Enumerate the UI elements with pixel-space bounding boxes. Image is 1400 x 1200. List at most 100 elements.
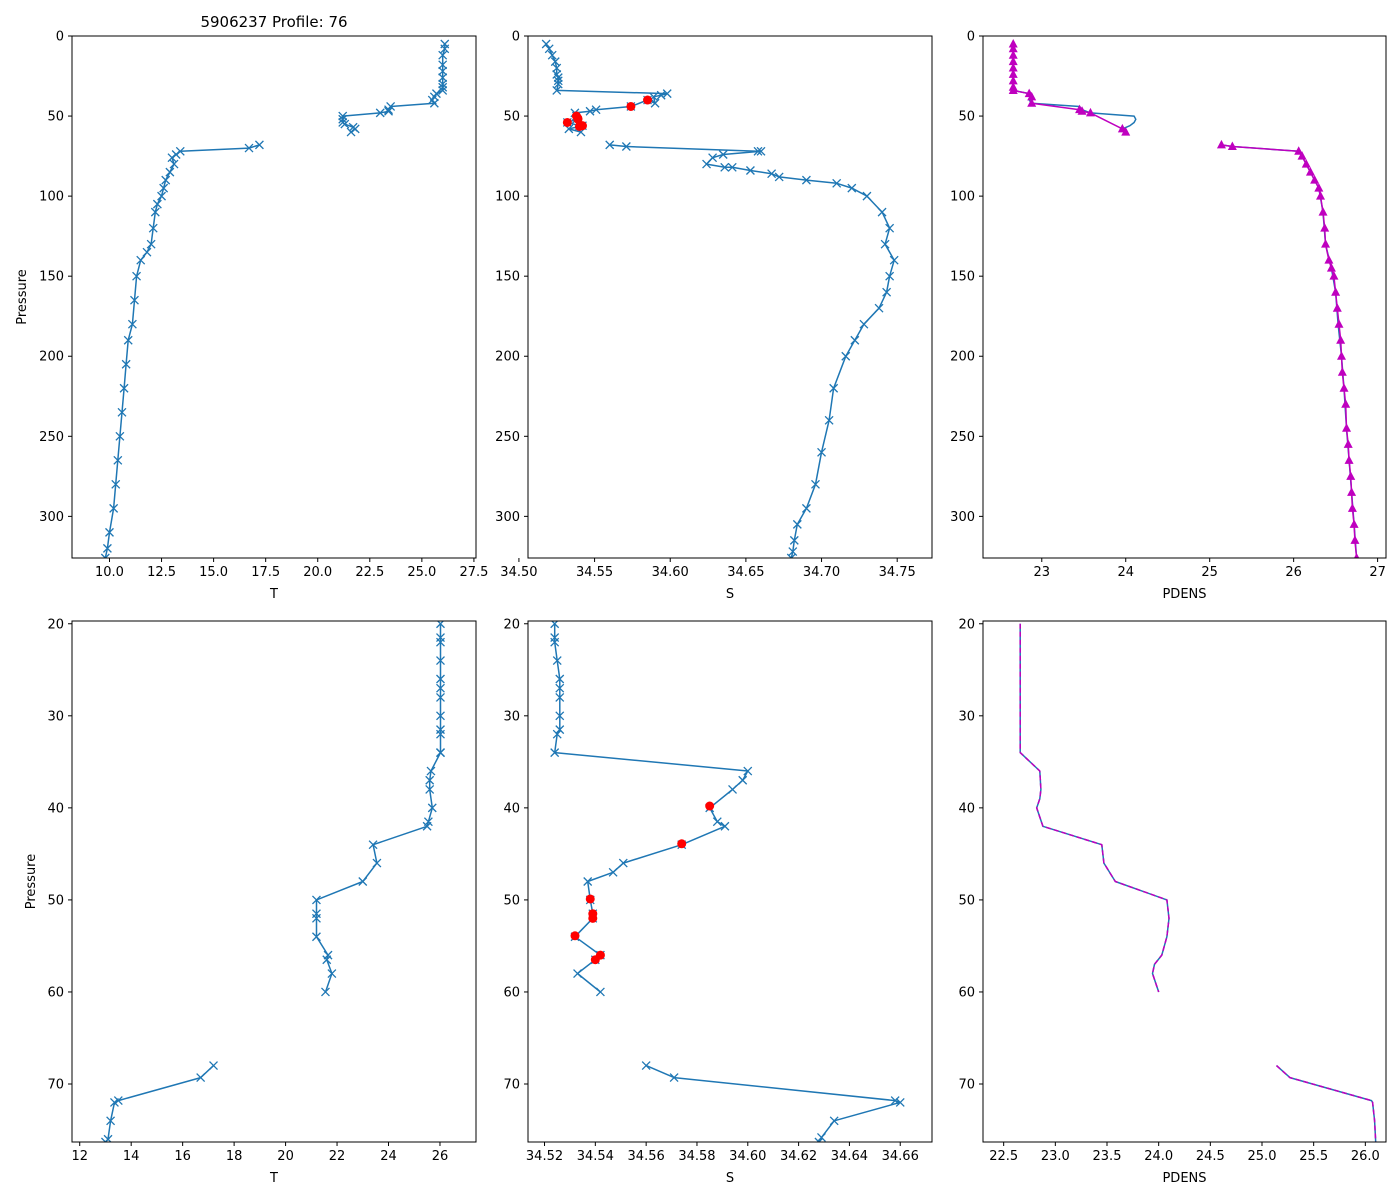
data-point-x-marker xyxy=(801,175,811,185)
x-tick-label: 20.0 xyxy=(303,565,332,580)
data-point-x-marker xyxy=(718,150,728,159)
data-point-x-marker xyxy=(789,535,799,545)
y-tick-label: 200 xyxy=(950,350,975,365)
data-point-x-marker xyxy=(555,692,565,702)
x-tick-label: 34.52 xyxy=(526,1149,563,1164)
data-point-triangle-marker xyxy=(1344,455,1354,464)
y-tick-label: 30 xyxy=(503,709,520,724)
x-tick-label: 34.58 xyxy=(678,1149,715,1164)
chart-panel-2: 34.50 34.55 34.60 34.65 34.70 34.75 0 50 100 150 2… xyxy=(495,30,933,602)
x-tick-label: 17.5 xyxy=(251,565,280,580)
data-point-x-marker xyxy=(429,98,439,108)
x-axis-label: T xyxy=(269,587,278,602)
data-point-x-marker xyxy=(425,784,435,794)
x-tick-label: 24.0 xyxy=(1144,1149,1173,1164)
x-tick-label: 23.0 xyxy=(1041,1149,1070,1164)
data-point-x-marker xyxy=(745,166,755,175)
y-tick-label: 20 xyxy=(47,617,64,632)
series-line-s-2 xyxy=(645,1064,901,1142)
data-point-x-marker xyxy=(375,108,385,118)
data-point-triangle-marker xyxy=(1008,43,1018,53)
data-point-triangle-marker xyxy=(1341,399,1351,408)
data-point-x-marker xyxy=(111,479,121,489)
data-point-x-marker xyxy=(801,503,811,513)
data-point-x-marker xyxy=(583,877,593,886)
series-line-s-2 xyxy=(609,144,895,558)
data-point-x-marker xyxy=(650,98,660,108)
plot-area xyxy=(541,39,899,558)
data-point-x-marker xyxy=(552,729,562,739)
data-point-x-marker xyxy=(436,692,445,702)
data-point-x-marker xyxy=(311,895,321,905)
data-point-x-marker xyxy=(792,519,802,529)
data-point-x-marker xyxy=(438,85,448,95)
data-point-triangle-marker xyxy=(1008,63,1018,72)
data-point-triangle-marker xyxy=(1008,50,1018,59)
data-point-triangle-marker xyxy=(1294,146,1304,155)
data-point-triangle-marker xyxy=(1343,439,1353,448)
data-point-x-marker xyxy=(608,867,618,877)
data-point-triangle-marker xyxy=(1339,383,1349,392)
data-point-triangle-marker xyxy=(1318,207,1328,216)
data-point-x-marker xyxy=(595,987,605,997)
x-tick-label: 34.75 xyxy=(879,565,916,580)
y-tick-label: 100 xyxy=(39,190,64,205)
y-tick-label: 20 xyxy=(958,617,975,632)
data-point-x-marker xyxy=(605,140,615,150)
axes-frame xyxy=(71,35,477,559)
data-point-x-marker xyxy=(555,674,565,684)
data-point-x-marker xyxy=(148,223,158,233)
x-tick-label: 22 xyxy=(329,1149,346,1164)
data-point-x-marker xyxy=(669,1073,679,1083)
data-point-x-marker xyxy=(555,683,565,693)
x-tick-label: 27 xyxy=(1369,565,1386,580)
data-point-x-marker xyxy=(877,207,887,217)
data-point-x-marker xyxy=(321,987,330,997)
data-point-triangle-marker xyxy=(1085,107,1095,117)
data-point-triangle-marker xyxy=(1346,471,1356,480)
series-line-pdens-2 xyxy=(1221,144,1358,558)
data-point-triangle-marker xyxy=(1334,319,1344,328)
data-point-triangle-marker xyxy=(1324,255,1334,264)
data-point-triangle-marker xyxy=(1337,351,1347,360)
x-axis-label: T xyxy=(269,1171,278,1186)
data-point-x-marker xyxy=(811,479,820,489)
chart-panel-4: 12 14 16 18 20 22 24 26 20 30 40 50 60 70 T Pressure xyxy=(24,617,477,1186)
data-point-triangle-marker xyxy=(1347,487,1357,496)
data-point-triangle-marker xyxy=(1216,139,1226,149)
data-point-x-marker xyxy=(159,183,169,193)
x-tick-label: 12 xyxy=(71,1149,88,1164)
x-tick-label: 26.0 xyxy=(1351,1149,1380,1164)
y-tick-label: 50 xyxy=(47,893,64,908)
data-point-x-marker xyxy=(555,711,565,721)
y-axis-label: Pressure xyxy=(24,854,39,910)
y-tick-label: 0 xyxy=(512,30,520,45)
x-axis-label: S xyxy=(726,587,734,602)
x-tick-label: 34.62 xyxy=(780,1149,817,1164)
plot-area xyxy=(100,39,450,558)
data-point-x-marker xyxy=(346,127,356,137)
y-tick-label: 250 xyxy=(950,430,975,445)
data-point-x-marker xyxy=(786,553,796,558)
data-point-x-marker xyxy=(753,146,763,156)
data-point-x-marker xyxy=(436,711,445,721)
chart-panel-3: 23 24 25 26 27 0 50 100 150 200 250 300 PDENS xyxy=(950,30,1387,602)
x-tick-label: 12.5 xyxy=(147,565,176,580)
data-point-triangle-marker xyxy=(1321,239,1331,248)
y-tick-label: 50 xyxy=(958,893,975,908)
data-point-x-marker xyxy=(436,748,445,758)
data-point-x-marker xyxy=(850,335,860,345)
plot-area xyxy=(100,621,445,1142)
data-point-x-marker xyxy=(358,877,368,886)
x-tick-label: 16 xyxy=(174,1149,191,1164)
data-point-x-marker xyxy=(817,447,827,457)
data-point-x-marker xyxy=(555,725,565,735)
data-point-x-marker xyxy=(552,85,562,95)
data-point-x-marker xyxy=(438,66,448,76)
x-tick-label: 34.60 xyxy=(729,1149,766,1164)
chart-panel-1: 10.0 12.5 15.0 17.5 20.0 22.5 25.0 27.5 0 50 100 15… xyxy=(15,13,488,602)
axes-frame xyxy=(982,620,1387,1143)
data-point-x-marker xyxy=(427,803,437,813)
data-point-x-marker xyxy=(832,178,842,188)
data-point-x-marker xyxy=(824,415,834,425)
